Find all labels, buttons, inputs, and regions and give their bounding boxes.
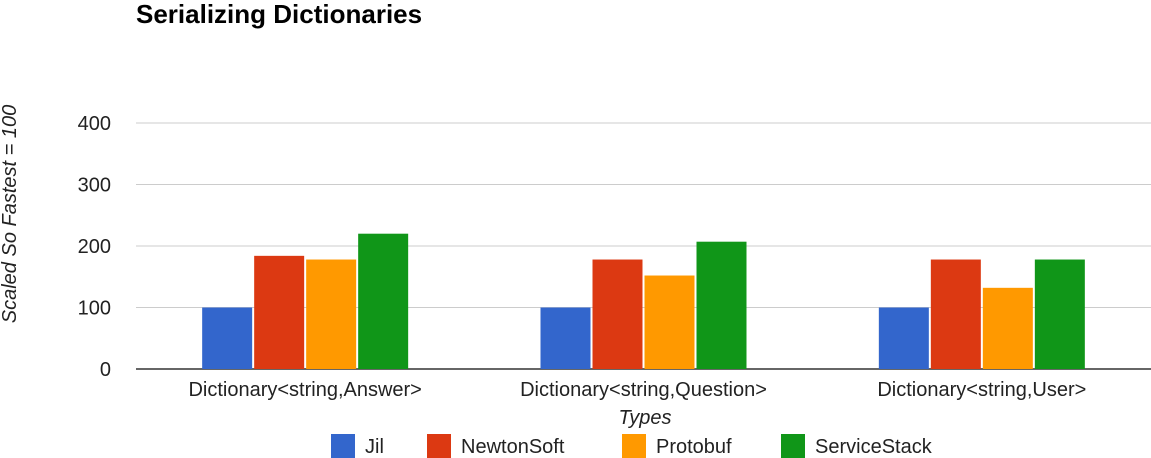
legend-label-jil: Jil bbox=[365, 436, 384, 458]
y-axis-title: Scaled So Fastest = 100 bbox=[0, 105, 21, 323]
legend-swatch-jil bbox=[331, 434, 355, 458]
bar-jil-2 bbox=[540, 307, 591, 369]
y-tick-label: 400 bbox=[78, 113, 111, 135]
legend-swatch-protobuf bbox=[622, 434, 646, 458]
y-axis-ticks: 0 100 200 300 400 bbox=[78, 113, 111, 381]
bar-servicestack-3 bbox=[1034, 259, 1085, 369]
bar-jil-3 bbox=[878, 307, 929, 369]
bar-newtonsoft-2 bbox=[592, 259, 643, 369]
legend-label-servicestack: ServiceStack bbox=[815, 436, 933, 458]
y-tick-label: 0 bbox=[100, 359, 111, 381]
y-tick-label: 300 bbox=[78, 175, 111, 197]
x-tick-label: Dictionary<string,User> bbox=[877, 379, 1086, 401]
legend-label-newtonsoft: NewtonSoft bbox=[461, 436, 565, 458]
x-tick-label: Dictionary<string,Question> bbox=[520, 379, 767, 401]
gridlines bbox=[136, 122, 1151, 370]
y-tick-label: 200 bbox=[78, 236, 111, 258]
bar-newtonsoft-1 bbox=[254, 255, 305, 369]
x-axis-ticks: Dictionary<string,Answer> Dictionary<stri… bbox=[188, 379, 1086, 401]
legend: Jil NewtonSoft Protobuf ServiceStack bbox=[331, 434, 933, 458]
bar-protobuf-2 bbox=[644, 275, 695, 369]
bars bbox=[202, 233, 1085, 369]
y-tick-label: 100 bbox=[78, 298, 111, 320]
x-axis-title: Types bbox=[619, 407, 672, 429]
legend-label-protobuf: Protobuf bbox=[656, 436, 732, 458]
chart-title: Serializing Dictionaries bbox=[136, 0, 422, 29]
bar-protobuf-3 bbox=[982, 287, 1033, 369]
bar-protobuf-1 bbox=[306, 259, 357, 369]
bar-servicestack-2 bbox=[696, 241, 747, 369]
bar-jil-1 bbox=[202, 307, 253, 369]
bar-servicestack-1 bbox=[358, 233, 409, 369]
legend-swatch-servicestack bbox=[781, 434, 805, 458]
legend-swatch-newtonsoft bbox=[427, 434, 451, 458]
bar-newtonsoft-3 bbox=[930, 259, 981, 369]
x-tick-label: Dictionary<string,Answer> bbox=[188, 379, 421, 401]
